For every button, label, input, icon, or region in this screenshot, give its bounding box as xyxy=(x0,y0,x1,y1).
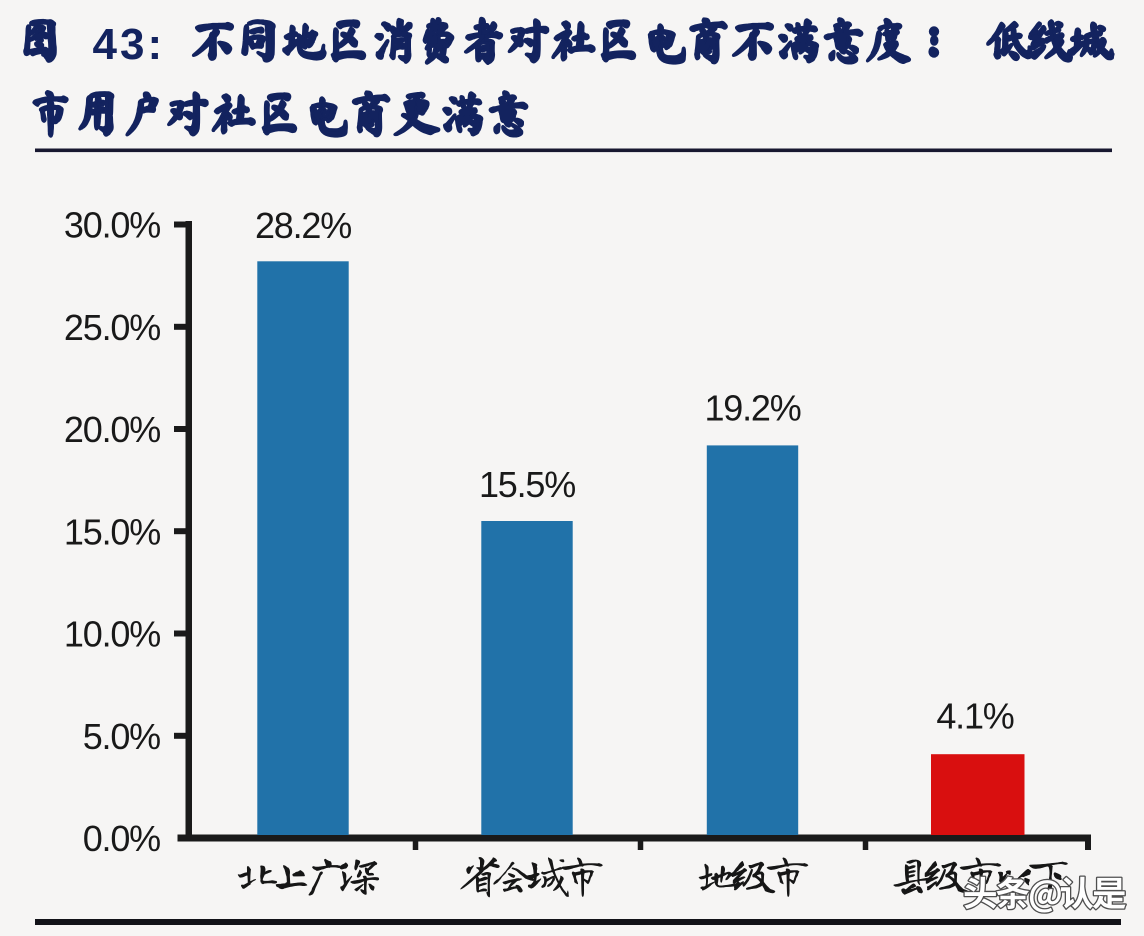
svg-text:30.0%: 30.0% xyxy=(64,205,160,246)
svg-text:10.0%: 10.0% xyxy=(64,614,160,655)
svg-text:25.0%: 25.0% xyxy=(64,307,160,348)
svg-text:43:: 43: xyxy=(93,20,166,69)
svg-text:4.1%: 4.1% xyxy=(936,696,1013,737)
svg-text:5.0%: 5.0% xyxy=(83,716,160,757)
svg-text:15.0%: 15.0% xyxy=(64,512,160,553)
svg-text:20.0%: 20.0% xyxy=(64,409,160,450)
svg-text:0.0%: 0.0% xyxy=(83,818,160,859)
svg-text:28.2%: 28.2% xyxy=(255,205,351,246)
svg-text:19.2%: 19.2% xyxy=(704,388,800,429)
svg-text:15.5%: 15.5% xyxy=(479,464,575,505)
